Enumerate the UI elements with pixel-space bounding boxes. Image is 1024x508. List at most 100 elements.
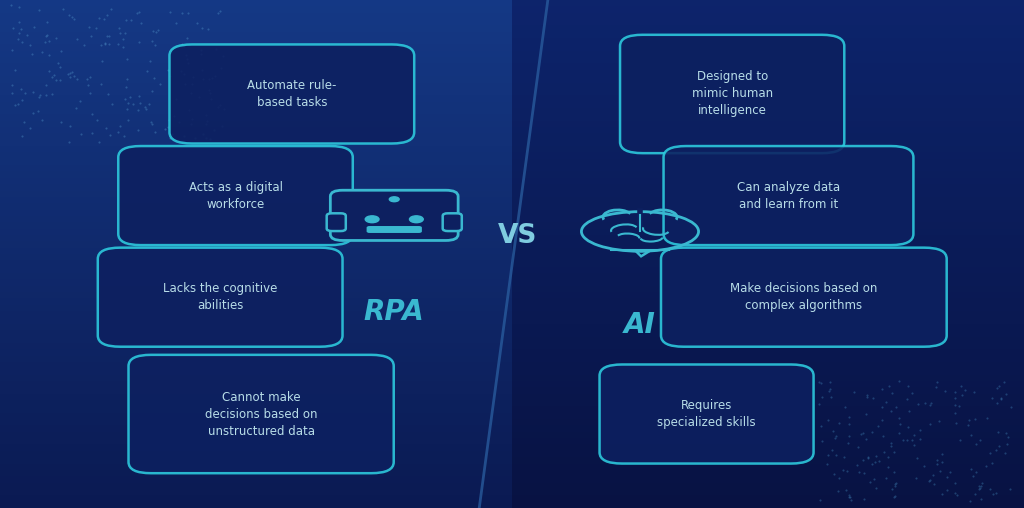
Text: Cannot make
decisions based on
unstructured data: Cannot make decisions based on unstructu…: [205, 391, 317, 437]
Bar: [512, 444, 1024, 451]
Bar: [0, 140, 512, 146]
Bar: [0, 419, 512, 426]
Bar: [512, 96, 1024, 102]
Bar: [0, 89, 512, 96]
Bar: [512, 25, 1024, 31]
Bar: [0, 330, 512, 336]
Bar: [512, 419, 1024, 426]
Bar: [0, 0, 512, 6]
Bar: [512, 489, 1024, 495]
Bar: [512, 38, 1024, 45]
Bar: [0, 146, 512, 152]
FancyBboxPatch shape: [664, 146, 913, 245]
Bar: [0, 102, 512, 108]
Bar: [0, 457, 512, 463]
Bar: [512, 368, 1024, 375]
Bar: [512, 267, 1024, 273]
Bar: [512, 502, 1024, 508]
Bar: [512, 13, 1024, 19]
Bar: [512, 152, 1024, 158]
Bar: [0, 152, 512, 158]
FancyBboxPatch shape: [98, 248, 342, 347]
Bar: [0, 483, 512, 489]
Bar: [512, 298, 1024, 305]
Bar: [512, 381, 1024, 387]
Bar: [512, 412, 1024, 419]
Bar: [0, 444, 512, 451]
Bar: [0, 279, 512, 285]
Bar: [512, 127, 1024, 133]
Bar: [0, 197, 512, 203]
Bar: [512, 356, 1024, 362]
Bar: [0, 254, 512, 260]
Bar: [0, 96, 512, 102]
Bar: [512, 375, 1024, 381]
Bar: [0, 425, 512, 432]
Bar: [512, 197, 1024, 203]
FancyBboxPatch shape: [169, 45, 414, 144]
Bar: [0, 406, 512, 412]
Bar: [512, 0, 1024, 6]
Text: Designed to
mimic human
intelligence: Designed to mimic human intelligence: [691, 71, 773, 117]
Bar: [0, 356, 512, 362]
Text: VS: VS: [498, 223, 537, 249]
Bar: [0, 368, 512, 375]
Bar: [0, 158, 512, 165]
Bar: [0, 489, 512, 495]
Text: AI: AI: [624, 311, 656, 339]
Bar: [0, 134, 512, 140]
Bar: [0, 477, 512, 483]
Bar: [512, 165, 1024, 172]
Bar: [0, 13, 512, 19]
FancyBboxPatch shape: [662, 248, 946, 347]
Bar: [0, 381, 512, 387]
Bar: [512, 102, 1024, 108]
Bar: [0, 432, 512, 438]
Bar: [512, 7, 1024, 13]
Bar: [512, 477, 1024, 483]
Bar: [512, 83, 1024, 89]
Bar: [512, 292, 1024, 299]
Bar: [512, 311, 1024, 318]
Bar: [512, 273, 1024, 279]
Bar: [512, 140, 1024, 146]
Bar: [0, 172, 512, 178]
Bar: [512, 337, 1024, 343]
Bar: [0, 495, 512, 502]
Bar: [512, 470, 1024, 477]
Text: RPA: RPA: [364, 298, 425, 327]
Bar: [512, 216, 1024, 223]
Bar: [512, 406, 1024, 412]
Text: Automate rule-
based tasks: Automate rule- based tasks: [247, 79, 337, 109]
Bar: [0, 108, 512, 114]
Bar: [512, 158, 1024, 165]
Bar: [0, 235, 512, 241]
Bar: [512, 241, 1024, 248]
Bar: [0, 375, 512, 381]
Bar: [0, 337, 512, 343]
Bar: [512, 350, 1024, 356]
Bar: [0, 25, 512, 31]
Bar: [512, 495, 1024, 502]
Bar: [0, 223, 512, 229]
Bar: [0, 298, 512, 305]
Bar: [512, 387, 1024, 394]
Bar: [512, 19, 1024, 25]
Text: Requires
specialized skills: Requires specialized skills: [657, 399, 756, 429]
Bar: [0, 178, 512, 184]
Bar: [0, 210, 512, 216]
Bar: [512, 184, 1024, 190]
Bar: [0, 318, 512, 324]
Bar: [0, 273, 512, 279]
Bar: [512, 51, 1024, 57]
Bar: [512, 178, 1024, 184]
Bar: [512, 172, 1024, 178]
FancyBboxPatch shape: [620, 35, 844, 153]
Bar: [0, 387, 512, 394]
Bar: [0, 362, 512, 368]
Bar: [512, 285, 1024, 292]
FancyBboxPatch shape: [327, 213, 346, 231]
Bar: [512, 362, 1024, 368]
Bar: [512, 425, 1024, 432]
Bar: [512, 64, 1024, 70]
